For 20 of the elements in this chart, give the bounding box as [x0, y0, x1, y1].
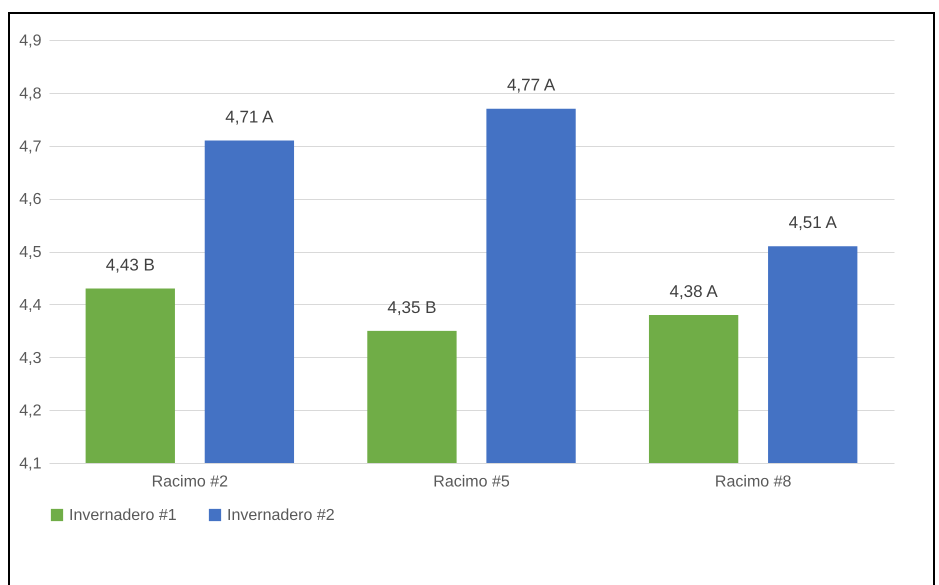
data-label: 4,35 B [387, 298, 437, 317]
data-label: 4,71 A [225, 107, 274, 126]
y-tick-label: 4,4 [19, 296, 42, 314]
x-tick-label: Racimo #8 [714, 474, 792, 490]
data-label: 4,51 A [788, 213, 838, 232]
y-tick-label: 4,3 [19, 350, 42, 367]
data-label: 4,43 B [106, 256, 155, 275]
y-tick-label: 4,9 [19, 32, 42, 50]
x-tick-label: Racimo #5 [433, 474, 510, 490]
x-tick-label: Racimo #2 [152, 474, 228, 490]
data-label: 4,77 A [506, 76, 556, 95]
y-tick-label: 4,2 [19, 402, 42, 420]
y-tick-label: 4,8 [19, 85, 42, 102]
legend-label: Invernadero #2 [227, 507, 335, 524]
legend-label: Invernadero #1 [69, 507, 177, 524]
y-tick-label: 4,7 [19, 138, 42, 156]
y-tick-label: 4,1 [19, 456, 42, 472]
data-label: 4,38 A [670, 282, 718, 301]
y-tick-label: 4,6 [19, 191, 42, 208]
y-tick-label: 4,5 [19, 244, 42, 261]
